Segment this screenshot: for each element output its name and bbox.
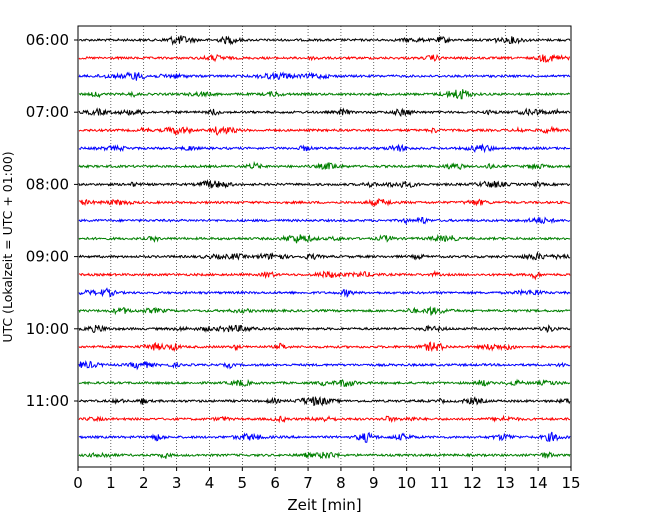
y-tick-label: 08:00 bbox=[26, 175, 69, 193]
trace-0745 bbox=[78, 160, 571, 171]
x-tick-label: 7 bbox=[303, 474, 313, 492]
trace-0645 bbox=[78, 89, 570, 100]
x-axis-label: Zeit [min] bbox=[287, 496, 361, 514]
y-axis: 06:00 07:00 08:00 09:00 10:00 11:00 bbox=[26, 31, 78, 410]
x-axis: 0 1 2 3 4 5 6 7 8 9 10 11 12 13 14 15 bbox=[73, 467, 581, 492]
trace-0600 bbox=[78, 35, 571, 46]
x-tick-label: 14 bbox=[529, 474, 548, 492]
x-tick-label: 4 bbox=[205, 474, 215, 492]
x-tick-label: 12 bbox=[463, 474, 482, 492]
x-tick-label: 6 bbox=[270, 474, 280, 492]
trace-1145 bbox=[78, 451, 571, 460]
y-tick-label: 10:00 bbox=[26, 320, 69, 338]
y-tick-label: 09:00 bbox=[26, 248, 69, 266]
trace-1000 bbox=[78, 324, 571, 334]
x-tick-label: 0 bbox=[73, 474, 83, 492]
trace-0615 bbox=[78, 53, 571, 63]
x-tick-label: 13 bbox=[496, 474, 515, 492]
seismic-traces bbox=[78, 35, 571, 460]
x-tick-label: 15 bbox=[561, 474, 580, 492]
x-tick-label: 11 bbox=[430, 474, 449, 492]
x-tick-label: 10 bbox=[397, 474, 416, 492]
x-tick-label: 5 bbox=[238, 474, 248, 492]
trace-0845 bbox=[78, 233, 571, 244]
trace-1130 bbox=[78, 431, 571, 443]
y-tick-label: 07:00 bbox=[26, 103, 69, 121]
x-tick-label: 2 bbox=[139, 474, 149, 492]
x-tick-label: 8 bbox=[336, 474, 346, 492]
plot-frame bbox=[77, 25, 572, 468]
trace-0830 bbox=[78, 216, 571, 226]
trace-1015 bbox=[78, 341, 571, 353]
trace-1115 bbox=[78, 414, 571, 424]
y-axis-label: UTC (Lokalzeit = UTC + 01:00) bbox=[0, 151, 15, 342]
trace-0915 bbox=[78, 269, 571, 281]
trace-1100 bbox=[78, 395, 571, 407]
trace-0800 bbox=[78, 179, 571, 189]
trace-0900 bbox=[78, 251, 571, 261]
trace-0630 bbox=[78, 71, 571, 81]
trace-0815 bbox=[78, 198, 571, 208]
y-tick-label: 11:00 bbox=[26, 392, 69, 410]
trace-0700 bbox=[78, 107, 571, 117]
x-tick-label: 3 bbox=[172, 474, 182, 492]
y-tick-label: 06:00 bbox=[26, 31, 69, 49]
trace-1045 bbox=[78, 378, 571, 387]
trace-1030 bbox=[78, 360, 571, 371]
trace-0945 bbox=[78, 305, 571, 316]
x-tick-label: 1 bbox=[106, 474, 116, 492]
trace-0715 bbox=[78, 125, 571, 137]
trace-0930 bbox=[78, 287, 571, 298]
x-tick-label: 9 bbox=[369, 474, 379, 492]
trace-0730 bbox=[78, 143, 571, 154]
